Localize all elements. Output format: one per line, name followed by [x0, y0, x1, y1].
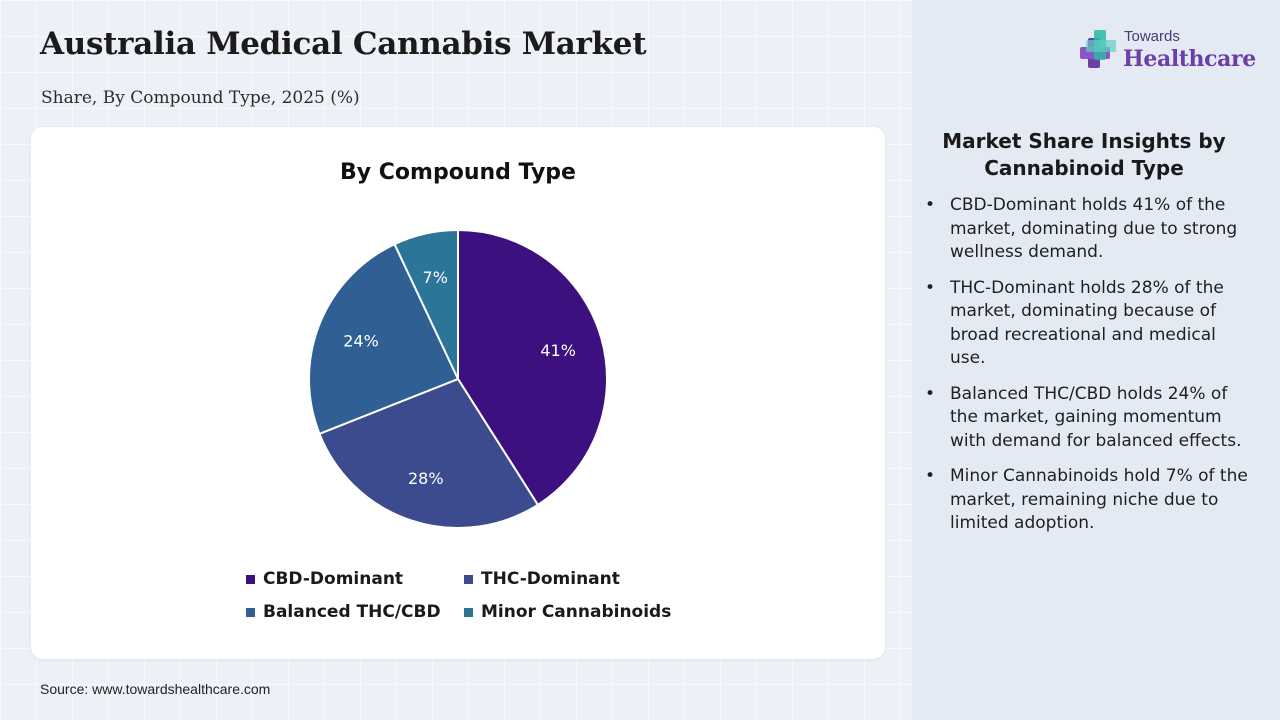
- legend-swatch: [464, 574, 473, 584]
- insights-panel: [912, 0, 1280, 720]
- insights-list: • CBD-Dominant holds 41% of the market, d…: [923, 194, 1253, 548]
- slice-label-cbd-dominant: 41%: [540, 341, 576, 360]
- logo-top-text: Towards: [1124, 28, 1180, 45]
- page-title: Australia Medical Cannabis Market: [40, 26, 647, 62]
- legend-item-minor-cannabinoids: Minor Cannabinoids: [464, 602, 704, 622]
- slice-label-minor-cannabinoids: 7%: [423, 268, 448, 287]
- pie-slice-thc-dominant: [318, 377, 540, 529]
- legend-item-thc-dominant: THC-Dominant: [464, 569, 704, 589]
- insights-title: Market Share Insights by Cannabinoid Typ…: [942, 129, 1226, 180]
- legend-swatch: [246, 607, 255, 617]
- pie-chart: 41% 28% 24% 7%: [308, 228, 608, 529]
- insight-item: • THC-Dominant holds 28% of the market, d…: [923, 277, 1253, 371]
- insight-text: Minor Cannabinoids hold 7% of the market…: [950, 466, 1248, 533]
- insight-text: Balanced THC/CBD holds 24% of the market…: [950, 383, 1242, 451]
- medical-cross-icon: [1080, 30, 1116, 68]
- legend-label: Minor Cannabinoids: [481, 602, 672, 622]
- source-note: Source: www.towardshealthcare.com: [40, 681, 271, 697]
- bullet-icon: •: [925, 277, 936, 298]
- bullet-icon: •: [925, 383, 936, 404]
- legend-item-balanced-thc-cbd: Balanced THC/CBD: [246, 602, 464, 622]
- page-subtitle: Share, By Compound Type, 2025 (%): [41, 88, 360, 108]
- bullet-icon: •: [925, 195, 936, 215]
- legend-label: Balanced THC/CBD: [263, 602, 441, 622]
- insight-text: THC-Dominant holds 28% of the market, do…: [950, 277, 1224, 369]
- pie-slice-minor-cannabinoids: [393, 228, 459, 380]
- insight-item: • Balanced THC/CBD holds 24% of the marke…: [923, 383, 1253, 454]
- insight-text: CBD-Dominant holds 41% of the market, do…: [950, 195, 1238, 262]
- legend-swatch: [246, 574, 255, 584]
- chart-legend: CBD-Dominant THC-Dominant Balanced THC/CBD…: [246, 569, 726, 622]
- main-area: Australia Medical Cannabis Market Share,…: [31, 26, 885, 697]
- legend-item-cbd-dominant: CBD-Dominant: [246, 569, 464, 589]
- brand-logo: Towards Healthcare: [1080, 26, 1260, 86]
- legend-label: THC-Dominant: [481, 569, 620, 589]
- logo-main-text: Healthcare: [1123, 46, 1256, 72]
- insight-item: • CBD-Dominant holds 41% of the market, d…: [923, 194, 1253, 265]
- slice-label-balanced-thc-cbd: 24%: [343, 332, 379, 351]
- bullet-icon: •: [925, 466, 936, 486]
- slice-label-thc-dominant: 28%: [408, 469, 444, 488]
- legend-label: CBD-Dominant: [263, 569, 404, 589]
- chart-title: By Compound Type: [340, 160, 576, 185]
- pie-slice-balanced-thc-cbd: [308, 242, 460, 436]
- legend-swatch: [464, 607, 473, 617]
- insight-item: • Minor Cannabinoids hold 7% of the marke…: [923, 465, 1253, 536]
- chart-card: By Compound Type 41% 28% 24% 7% CBD-Dominan…: [31, 127, 885, 659]
